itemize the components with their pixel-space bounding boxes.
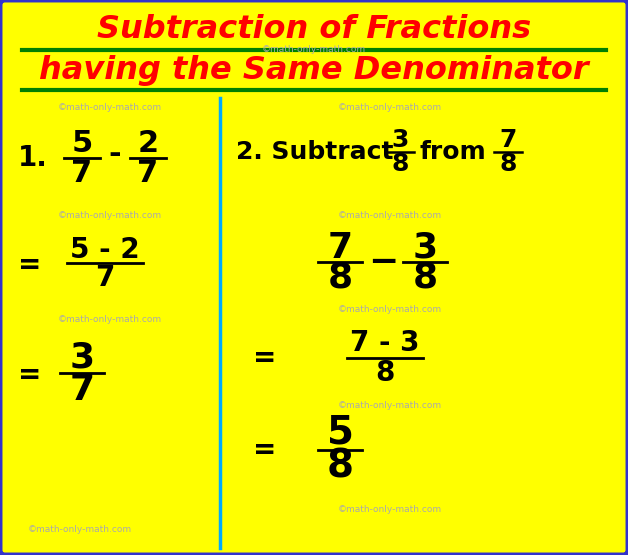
Text: 7: 7 — [327, 231, 352, 265]
Text: 7: 7 — [70, 373, 95, 407]
Text: 5: 5 — [327, 414, 354, 452]
Text: =: = — [253, 344, 276, 372]
Text: 7: 7 — [499, 128, 517, 152]
Text: ©math-only-math.com: ©math-only-math.com — [58, 315, 162, 325]
Text: 8: 8 — [413, 260, 438, 294]
Text: 8: 8 — [499, 152, 517, 176]
Text: ©math-only-math.com: ©math-only-math.com — [58, 103, 162, 113]
Text: ©math-only-math.com: ©math-only-math.com — [338, 506, 442, 514]
Text: ©math-only-math.com: ©math-only-math.com — [338, 401, 442, 410]
Text: ©math-only-math.com: ©math-only-math.com — [262, 44, 366, 53]
Text: =: = — [18, 251, 41, 279]
Text: ©math-only-math.com: ©math-only-math.com — [28, 526, 132, 534]
Text: 8: 8 — [327, 260, 352, 294]
Text: 5: 5 — [72, 129, 92, 158]
Text: 8: 8 — [391, 152, 409, 176]
Text: 3: 3 — [413, 231, 438, 265]
Text: −: − — [368, 245, 398, 279]
Text: 7: 7 — [138, 159, 158, 188]
Text: =: = — [18, 361, 41, 389]
Text: ©math-only-math.com: ©math-only-math.com — [338, 210, 442, 219]
Text: Subtraction of Fractions: Subtraction of Fractions — [97, 14, 531, 46]
Text: 2. Subtract: 2. Subtract — [236, 140, 394, 164]
Text: 8: 8 — [376, 359, 394, 387]
Text: -: - — [109, 140, 121, 169]
Text: 8: 8 — [327, 448, 354, 486]
Text: 7: 7 — [72, 159, 92, 188]
Text: 3: 3 — [391, 128, 409, 152]
Text: =: = — [253, 436, 276, 464]
Text: 5 - 2: 5 - 2 — [70, 236, 140, 264]
Text: ©math-only-math.com: ©math-only-math.com — [338, 103, 442, 113]
Text: 7 - 3: 7 - 3 — [350, 329, 420, 357]
Text: ©math-only-math.com: ©math-only-math.com — [58, 210, 162, 219]
Text: 1.: 1. — [18, 144, 48, 172]
Text: having the Same Denominator: having the Same Denominator — [39, 54, 589, 85]
Text: 3: 3 — [70, 341, 95, 375]
Text: 7: 7 — [95, 264, 115, 292]
Text: from: from — [420, 140, 487, 164]
Text: ©math-only-math.com: ©math-only-math.com — [338, 305, 442, 315]
Text: 2: 2 — [138, 129, 158, 158]
